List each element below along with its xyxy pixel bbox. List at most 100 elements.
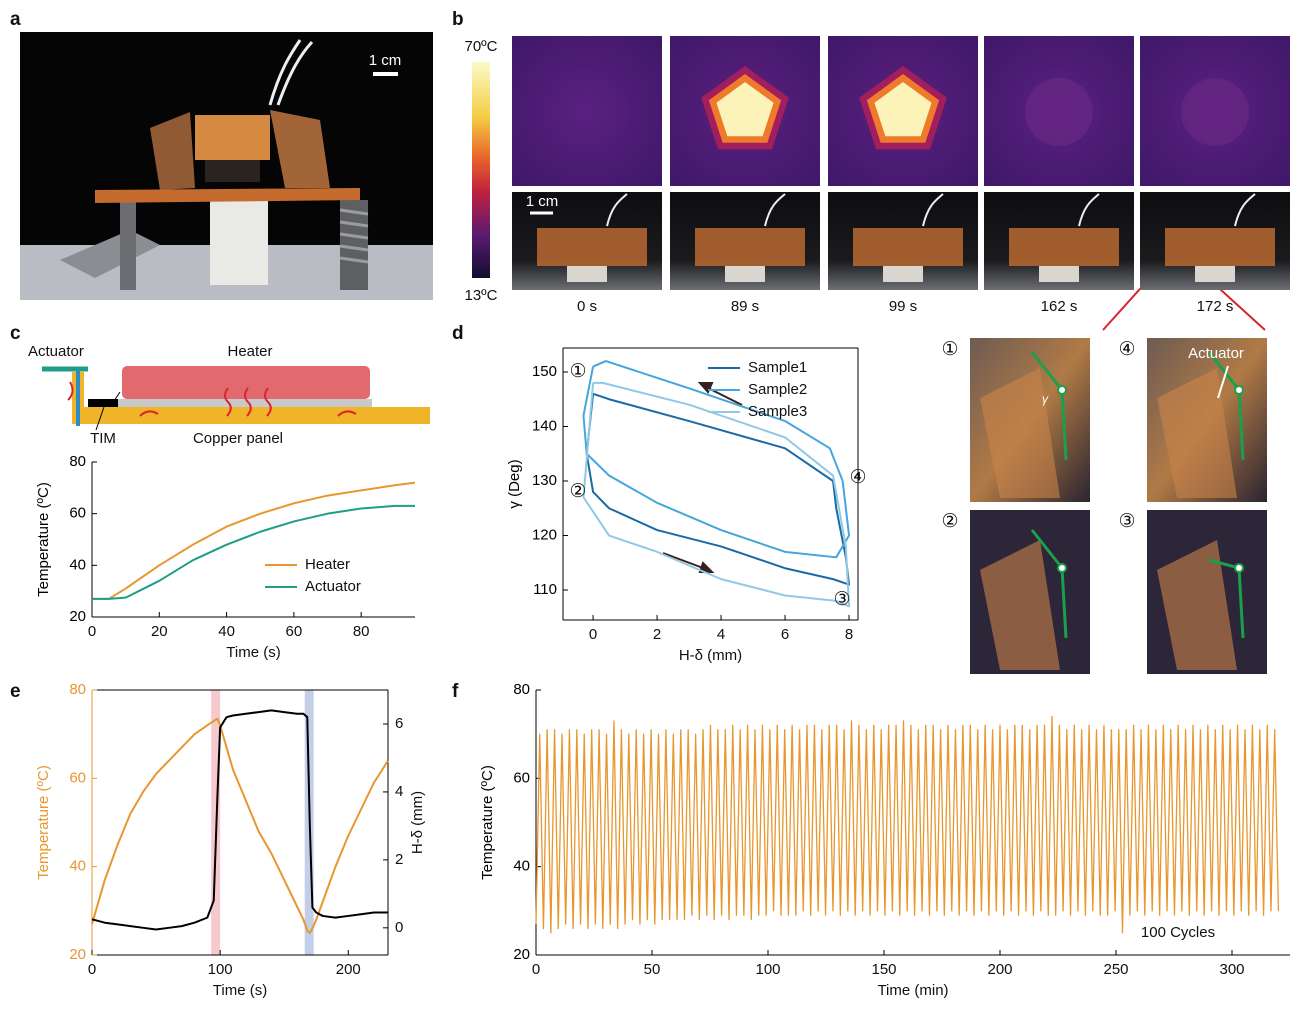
photo-structure [853,228,963,266]
x-tick-label: 2 [653,626,661,643]
panel-label: d [452,323,464,344]
y-axis-label: Temperature (ºC) [35,482,52,597]
x-tick-label: 6 [781,626,789,643]
x-tick-label: 100 [755,961,780,978]
inset-annotation: Actuator [1188,345,1244,362]
y-tick-label: 120 [532,526,557,543]
x-tick-label: 20 [151,623,168,640]
y-tick-label: 20 [69,946,86,963]
photo-structure [567,266,607,282]
y-tick-label: 40 [513,858,530,875]
data-line [92,719,388,933]
inset-label: ① [941,339,958,360]
x-tick-label: 8 [845,626,853,643]
time-label: 0 s [577,298,597,315]
panel-label: c [10,323,21,344]
y-tick-label: 150 [532,363,557,380]
x-tick-label: 200 [987,961,1012,978]
x-tick-label: 0 [88,961,96,978]
data-line [92,710,388,929]
joint [1235,564,1243,572]
y-tick-label: 60 [513,769,530,786]
y2-axis-label: H-δ (mm) [409,791,426,854]
x-tick-label: 80 [353,623,370,640]
y-tick-label: 20 [513,946,530,963]
photo-structure [1009,228,1119,266]
annotation: ① [569,361,586,382]
inset-label: ② [941,511,958,532]
joint [1235,386,1243,394]
angle-symbol: γ [1042,392,1049,406]
x-axis-label: Time (s) [226,644,280,661]
y-tick-label: 80 [69,681,86,698]
y2-tick-label: 0 [395,919,403,936]
data-line [92,483,415,599]
data-line [92,506,415,599]
time-label: 172 s [1197,298,1234,315]
joint [1058,386,1066,394]
y-tick-label: 60 [69,505,86,522]
legend-label: Sample2 [748,381,807,398]
data-line [587,394,849,585]
legend-label: Sample1 [748,359,807,376]
y-tick-label: 20 [69,608,86,625]
legend-label: Sample3 [748,403,807,420]
colorbar [472,62,490,278]
panel-label: b [452,9,464,30]
data-line [536,717,1278,933]
schematic [42,366,430,430]
photo-structure [1039,266,1079,282]
y-tick-label: 60 [69,769,86,786]
annotation: ③ [833,589,850,610]
schematic-label: Copper panel [193,430,283,447]
x-tick-label: 50 [644,961,661,978]
x-tick-label: 0 [88,623,96,640]
y-tick-label: 80 [513,681,530,698]
photo-structure [883,266,923,282]
photo-structure [695,228,805,266]
schematic-label: Heater [227,343,272,360]
x-tick-label: 4 [717,626,725,643]
x-tick-label: 150 [871,961,896,978]
y-tick-label: 80 [69,453,86,470]
x-axis-label: Time (min) [877,982,948,999]
y-tick-label: 40 [69,556,86,573]
figure: 1 cm 70ºC 13ºC abcdef0 s89 s99 s162 s172… [0,0,1293,1013]
inset-label: ③ [1118,511,1135,532]
schematic-label: Actuator [28,343,84,360]
y-tick-label: 40 [69,858,86,875]
colorbar-max: 70ºC [465,38,498,55]
joint [1058,564,1066,572]
time-label: 89 s [731,298,759,315]
annotation: 100 Cycles [1141,924,1215,941]
x-axis-label: H-δ (mm) [679,647,742,664]
panel-label: e [10,681,21,702]
inset-label: ④ [1118,339,1135,360]
warm-spot [1025,78,1093,146]
x-tick-label: 0 [532,961,540,978]
y-tick-label: 140 [532,417,557,434]
photo-structure [725,266,765,282]
panel-label: a [10,9,21,30]
time-label: 99 s [889,298,917,315]
thermal-image [512,36,662,186]
y-tick-label: 110 [533,581,557,598]
x-axis-label: Time (s) [213,982,267,999]
y2-tick-label: 2 [395,851,403,868]
warm-spot [1181,78,1249,146]
scale-bar-label: 1 cm [369,52,402,69]
y-axis-label: γ (Deg) [506,459,523,508]
x-tick-label: 200 [336,961,361,978]
photo-structure [1195,266,1235,282]
y-axis-label: Temperature (ºC) [479,765,496,880]
y2-tick-label: 6 [395,715,403,732]
y-axis-label: Temperature (ºC) [35,765,52,880]
x-tick-label: 100 [208,961,233,978]
scale-bar-label: 1 cm [526,193,559,210]
y-tick-label: 130 [532,472,557,489]
schematic-label: TIM [90,430,116,447]
legend-label: Heater [305,556,350,573]
legend-label: Actuator [305,578,361,595]
colorbar-min: 13ºC [465,287,498,304]
annotation: ② [569,481,586,502]
